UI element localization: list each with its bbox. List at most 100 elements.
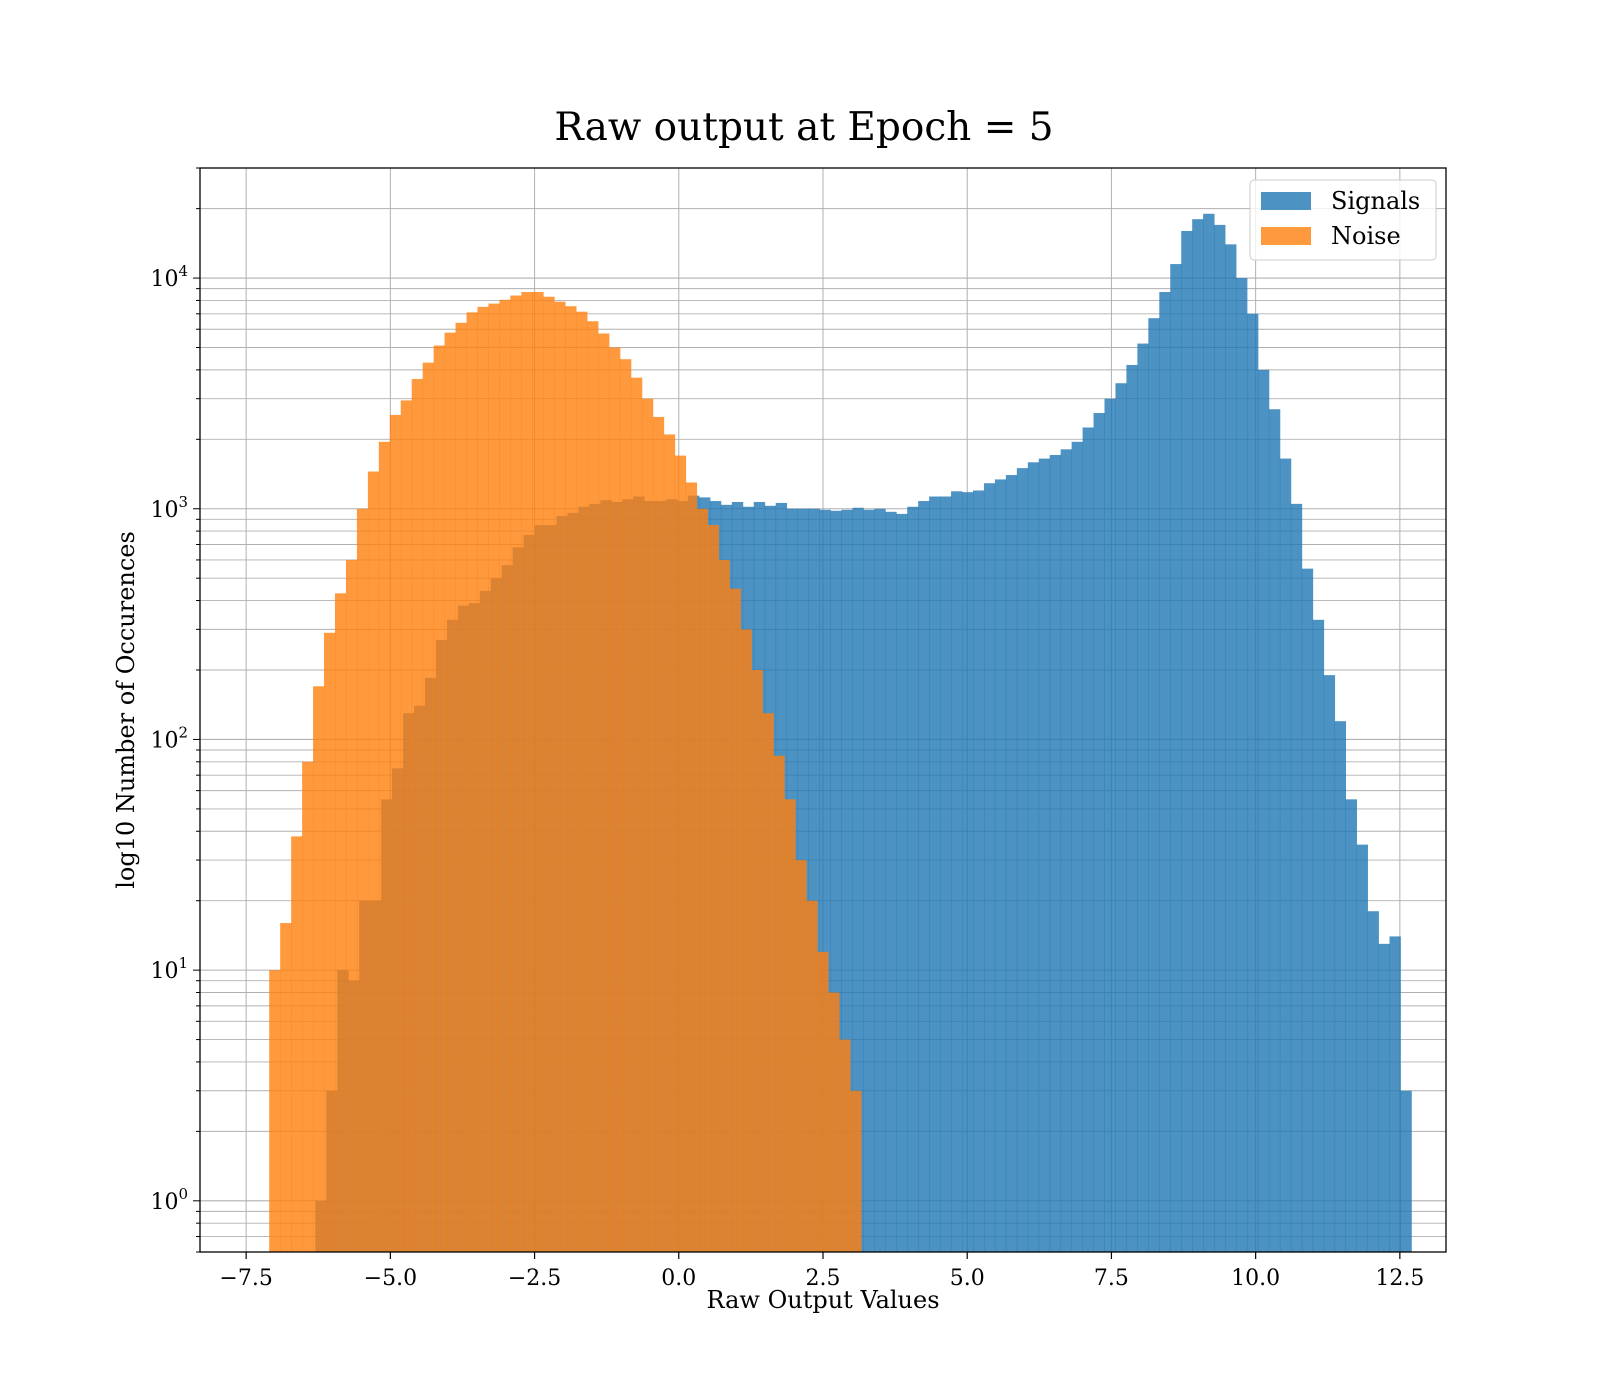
histogram-bar bbox=[1203, 213, 1215, 1252]
legend: Signals Noise bbox=[1249, 179, 1437, 261]
histogram-bar bbox=[433, 345, 445, 1252]
histogram-bar bbox=[1027, 462, 1040, 1252]
x-tick-label: 0.0 bbox=[661, 1266, 696, 1291]
histogram-bar bbox=[444, 332, 456, 1252]
histogram-bar bbox=[1301, 568, 1314, 1252]
histogram-bar bbox=[532, 292, 544, 1252]
histogram-bar bbox=[269, 970, 281, 1252]
histogram-bar bbox=[280, 923, 292, 1252]
legend-label-noise: Noise bbox=[1331, 222, 1401, 250]
x-tick-label: −7.5 bbox=[219, 1266, 272, 1291]
histogram-bar bbox=[389, 414, 402, 1252]
histogram-bar bbox=[1137, 343, 1149, 1252]
histogram-bar bbox=[830, 510, 842, 1252]
histogram-bar bbox=[808, 508, 820, 1252]
histogram-bar bbox=[983, 483, 996, 1252]
x-axis: −7.5 −5.0 −2.5 0.0 2.5 5.0 7.5 10.0 12.5 bbox=[219, 1252, 1424, 1291]
histogram-bar bbox=[762, 713, 774, 1252]
histogram-bar bbox=[1323, 675, 1336, 1252]
y-axis: 100 101 102 103 104 bbox=[150, 167, 200, 1253]
histogram-bar bbox=[1312, 619, 1325, 1252]
histogram-bar bbox=[850, 1090, 862, 1252]
histogram-bar bbox=[918, 501, 930, 1252]
histogram-bar bbox=[773, 755, 785, 1252]
histogram-bar bbox=[422, 362, 435, 1252]
histogram-bar bbox=[806, 900, 818, 1252]
histogram-bar bbox=[1290, 503, 1303, 1252]
histogram-bar bbox=[543, 296, 555, 1252]
histogram-bar bbox=[1093, 413, 1105, 1252]
histogram-bar bbox=[841, 509, 853, 1252]
histogram-bar bbox=[828, 992, 840, 1252]
histogram-bar bbox=[951, 491, 963, 1252]
histogram-bar bbox=[1005, 475, 1018, 1252]
histogram-bar bbox=[1049, 455, 1062, 1252]
histogram-bar bbox=[587, 321, 599, 1252]
histogram-bar bbox=[819, 509, 831, 1252]
histogram-bar bbox=[1389, 936, 1401, 1252]
histogram-bar bbox=[302, 761, 314, 1252]
histogram-bar bbox=[1400, 1090, 1412, 1252]
histogram-bar bbox=[972, 490, 985, 1252]
histogram-bar bbox=[1367, 911, 1379, 1252]
x-tick-label: 10.0 bbox=[1231, 1266, 1280, 1291]
histogram-bar bbox=[1170, 264, 1182, 1252]
histogram-bar bbox=[313, 686, 325, 1252]
histogram-bar bbox=[619, 359, 632, 1252]
histogram-bar bbox=[663, 434, 676, 1252]
histogram-bar bbox=[962, 492, 974, 1252]
histogram-bar bbox=[499, 299, 511, 1252]
y-tick-label: 100 bbox=[150, 1185, 188, 1215]
histogram-bar bbox=[324, 632, 336, 1252]
histogram-bar bbox=[1148, 318, 1160, 1252]
histogram-bar bbox=[1082, 427, 1094, 1252]
x-axis-label: Raw Output Values bbox=[706, 1286, 939, 1314]
histogram-bar bbox=[1060, 449, 1073, 1252]
histogram-bar bbox=[1192, 219, 1204, 1252]
histogram-bar bbox=[510, 295, 522, 1252]
histogram-bar bbox=[852, 507, 864, 1252]
histogram-bar bbox=[554, 301, 566, 1252]
histogram-bar bbox=[940, 496, 952, 1252]
histogram-bar bbox=[334, 593, 347, 1252]
histogram-bar bbox=[1225, 244, 1237, 1252]
histogram-bar bbox=[874, 508, 886, 1252]
histogram-bar bbox=[1104, 398, 1116, 1252]
series-noise bbox=[269, 292, 862, 1252]
histogram-bar bbox=[576, 311, 588, 1252]
histogram-bar bbox=[707, 525, 719, 1252]
histogram-bar bbox=[367, 471, 380, 1252]
x-tick-label: 12.5 bbox=[1375, 1266, 1424, 1291]
histogram-bar bbox=[1126, 364, 1138, 1252]
legend-swatch-noise bbox=[1261, 227, 1311, 245]
histogram-bar bbox=[1378, 943, 1390, 1252]
histogram-bar bbox=[345, 559, 358, 1252]
histogram-bar bbox=[718, 559, 730, 1252]
histogram-bar bbox=[400, 400, 413, 1252]
y-tick-label: 103 bbox=[150, 493, 188, 523]
histogram-bar bbox=[740, 629, 752, 1252]
histogram-bar bbox=[696, 508, 709, 1252]
histogram-bar bbox=[795, 860, 807, 1252]
histogram-bar bbox=[994, 479, 1007, 1252]
histogram-bar bbox=[885, 511, 897, 1252]
histogram-bar bbox=[1257, 369, 1270, 1252]
histogram-bar bbox=[1181, 230, 1193, 1252]
y-axis-label: log10 Number of Occurences bbox=[112, 531, 140, 889]
histogram-bar bbox=[839, 1039, 851, 1252]
legend-swatch-signals bbox=[1261, 192, 1311, 210]
histogram-bar bbox=[1246, 313, 1259, 1252]
x-tick-label: −2.5 bbox=[508, 1266, 561, 1291]
x-tick-label: 2.5 bbox=[806, 1266, 841, 1291]
histogram-bar bbox=[1334, 721, 1347, 1252]
histogram-bar bbox=[466, 312, 478, 1252]
histogram-bar bbox=[1214, 224, 1226, 1252]
y-tick-label: 104 bbox=[150, 262, 188, 292]
y-tick-label: 101 bbox=[150, 954, 188, 984]
histogram-bar bbox=[685, 482, 698, 1252]
histogram-bar bbox=[411, 379, 424, 1252]
histogram-bar bbox=[929, 496, 941, 1252]
histogram-bar bbox=[641, 398, 654, 1252]
y-tick-label: 102 bbox=[150, 723, 188, 753]
